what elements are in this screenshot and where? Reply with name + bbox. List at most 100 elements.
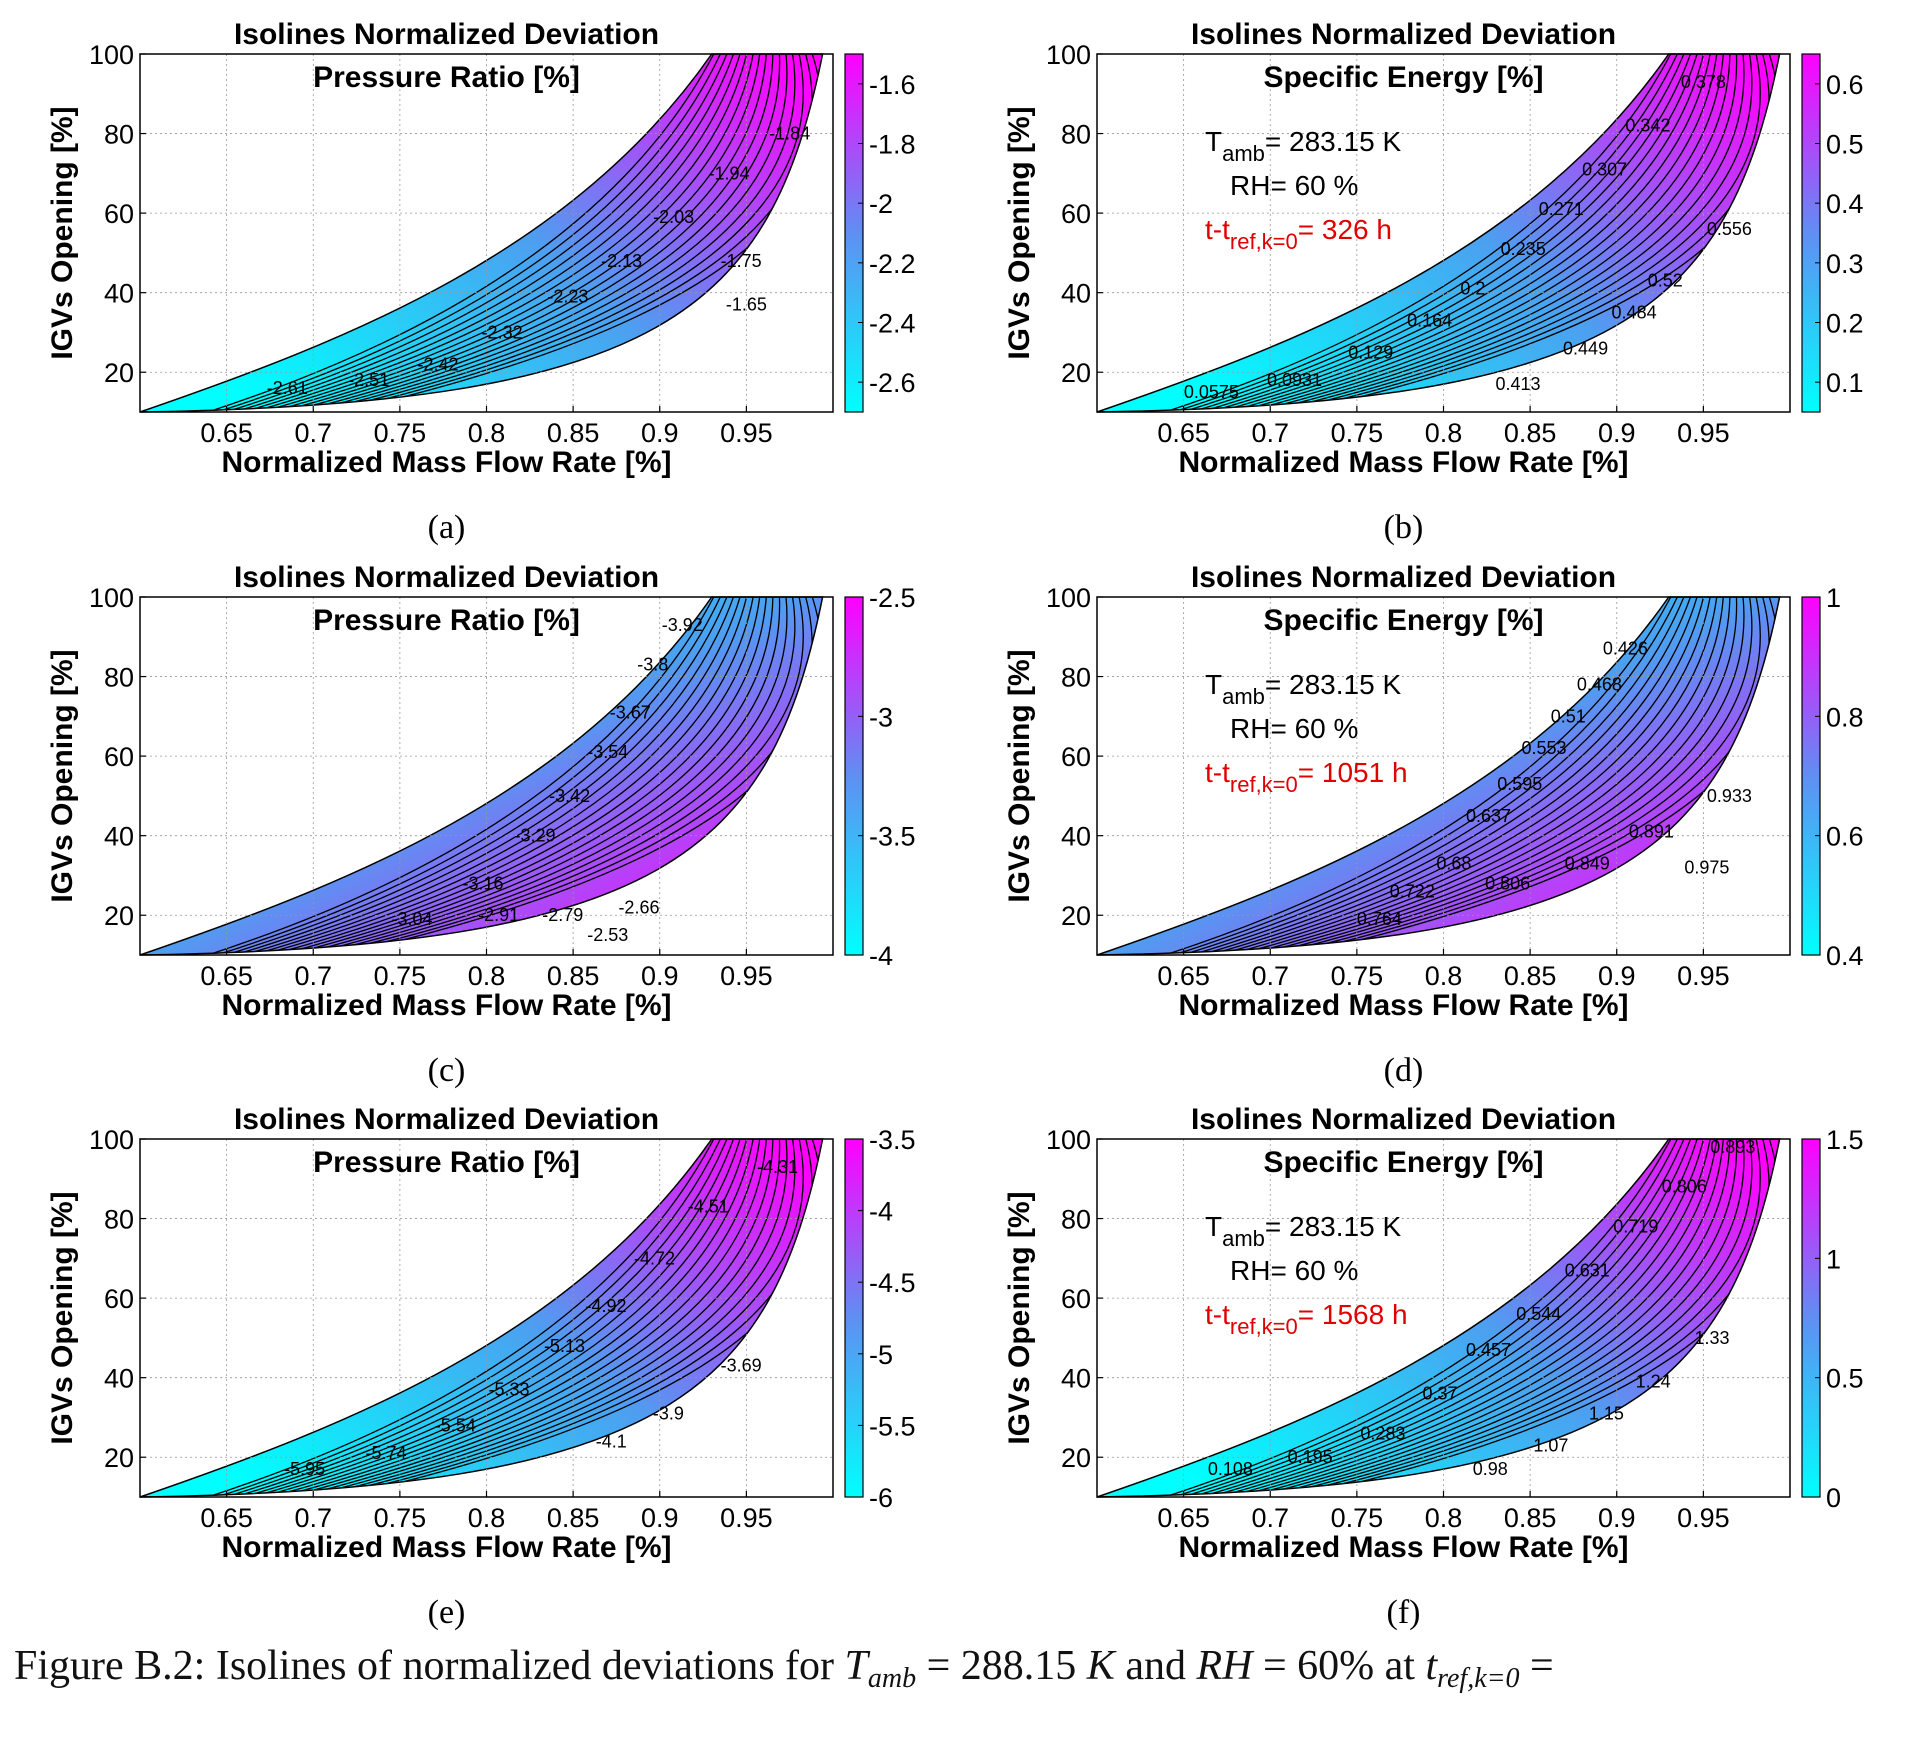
y-axis-label: IGVs Opening [%]: [46, 106, 79, 359]
x-tick-label: 0.65: [1157, 961, 1210, 991]
annotation-2: RH= 60 %: [1230, 1255, 1358, 1286]
contour-label: 0.164: [1407, 311, 1452, 331]
chart-panel-3: 0.65 0.7 0.75 0.8 0.85 0.9 0.95 20 40 60 80 100 Isol…: [46, 561, 916, 1089]
contour-label: 0.631: [1565, 1260, 1610, 1280]
contour-label: -2.91: [478, 905, 519, 925]
panel-label: (d): [1384, 1052, 1424, 1089]
contour-region: [1096, 596, 1781, 956]
colorbar-tick-label: -4: [869, 1197, 893, 1227]
x-tick-label: 0.8: [468, 961, 506, 991]
isoline: [280, 54, 796, 412]
colorbar-tick-label: 1: [1826, 1244, 1841, 1274]
isoline: [182, 597, 719, 955]
contour-label: 0.0575: [1184, 382, 1239, 402]
contour-label: 0.544: [1516, 1304, 1561, 1324]
isoline: [1155, 597, 1688, 955]
chart-panel-6: 0.65 0.7 0.75 0.8 0.85 0.9 0.95 20 40 60 80 100 Isol…: [1003, 1103, 1864, 1631]
y-tick-label: 40: [104, 1364, 134, 1394]
contour-label: 0.975: [1684, 857, 1729, 877]
colorbar-tick-label: 1: [1826, 583, 1841, 613]
isoline: [1180, 1139, 1707, 1497]
annotation-sub: amb: [1222, 141, 1265, 166]
isoline: [1188, 54, 1713, 412]
annotation-rest: = 283.15 K: [1265, 669, 1402, 700]
contour-label: -4.1: [596, 1431, 627, 1451]
x-tick-label: 0.65: [1157, 418, 1210, 448]
annotation-main: t-t: [1205, 1299, 1230, 1330]
isoline: [1139, 54, 1676, 412]
x-tick-label: 0.75: [1331, 961, 1384, 991]
x-tick-label: 0.75: [374, 1503, 427, 1533]
x-tick-label: 0.8: [468, 418, 506, 448]
colorbar-tick-label: -4.5: [869, 1268, 916, 1298]
annotation-main: T: [1205, 1211, 1222, 1242]
annotation-rest: = 283.15 K: [1265, 1211, 1402, 1242]
contour-label: 0.637: [1466, 806, 1511, 826]
chart-title: Isolines Normalized Deviation: [234, 1103, 659, 1136]
contour-label: -5.95: [284, 1459, 325, 1479]
isoline: [1245, 54, 1761, 412]
annotation-rest: = 283.15 K: [1265, 126, 1402, 157]
chart-panel-2: 0.65 0.7 0.75 0.8 0.85 0.9 0.95 20 40 60 80 100 Isol…: [1003, 18, 1864, 546]
caption-text-1: Figure B.2: Isolines of normalized devia…: [14, 1643, 845, 1689]
isolines: [182, 597, 822, 955]
annotation-main: t-t: [1205, 757, 1230, 788]
chart-subtitle: Pressure Ratio [%]: [313, 604, 580, 637]
isoline: [190, 1139, 725, 1497]
isoline: [264, 1139, 781, 1497]
caption-math-tref: t: [1425, 1643, 1438, 1689]
contour-label: 0.378: [1681, 72, 1726, 92]
colorbar-tick-label: -3: [869, 702, 893, 732]
chart-subtitle: Pressure Ratio [%]: [313, 1146, 580, 1179]
contour-label: 0.468: [1577, 675, 1622, 695]
colorbar-tick-label: 0.1: [1826, 368, 1864, 398]
annotation-2: RH= 60 %: [1230, 713, 1358, 744]
contour-label: 0.342: [1625, 116, 1670, 136]
contour-label: -4.92: [586, 1296, 627, 1316]
y-tick-label: 80: [1061, 1205, 1091, 1235]
contour-label: 0.719: [1613, 1217, 1658, 1237]
isoline: [1213, 597, 1731, 955]
contour-label: -4.31: [757, 1157, 798, 1177]
y-axis-label: IGVs Opening [%]: [46, 649, 79, 902]
isoline: [1139, 597, 1676, 955]
contour-label: -2.13: [601, 251, 642, 271]
isoline: [256, 1139, 774, 1497]
isolines: [182, 1139, 822, 1497]
x-tick-label: 0.7: [294, 1503, 332, 1533]
annotation-main: T: [1205, 126, 1222, 157]
y-tick-label: 20: [104, 901, 134, 931]
contour-label: 1.24: [1636, 1372, 1671, 1392]
annotation-1: Tamb= 283.15 K: [1205, 126, 1401, 166]
colorbar-tick-label: 0.3: [1826, 249, 1864, 279]
contour-label: -5.13: [544, 1336, 585, 1356]
isoline: [1196, 54, 1719, 412]
y-tick-label: 40: [1061, 279, 1091, 309]
isoline: [272, 54, 788, 412]
x-tick-label: 0.65: [200, 418, 253, 448]
contour-label: -3.9: [653, 1403, 684, 1423]
isoline: [215, 1139, 743, 1497]
isoline: [1237, 1139, 1753, 1497]
x-tick-label: 0.75: [374, 961, 427, 991]
contour-label: -3.8: [637, 655, 668, 675]
contour-label: 1.15: [1589, 1403, 1624, 1423]
colorbar: [844, 1138, 864, 1498]
chart-panel-1: 0.65 0.7 0.75 0.8 0.85 0.9 0.95 20 40 60 80 100 Isol…: [46, 18, 916, 546]
y-tick-label: 80: [104, 1205, 134, 1235]
contour-label: 0.51: [1551, 706, 1586, 726]
contour-label: -3.04: [391, 909, 432, 929]
colorbar-tick-label: -2.2: [869, 249, 916, 279]
chart-subtitle: Specific Energy [%]: [1263, 604, 1543, 637]
colorbar: [844, 53, 864, 413]
x-axis-label: Normalized Mass Flow Rate [%]: [1178, 989, 1628, 1022]
x-axis-label: Normalized Mass Flow Rate [%]: [221, 989, 671, 1022]
colorbar: [1801, 53, 1821, 413]
annotation-rest: = 1051 h: [1298, 757, 1408, 788]
isoline: [1188, 597, 1713, 955]
contour-label: 0.271: [1539, 199, 1584, 219]
contour-label: -2.79: [542, 905, 583, 925]
isoline: [264, 54, 781, 412]
isoline: [1221, 597, 1738, 955]
x-tick-label: 0.85: [547, 961, 600, 991]
